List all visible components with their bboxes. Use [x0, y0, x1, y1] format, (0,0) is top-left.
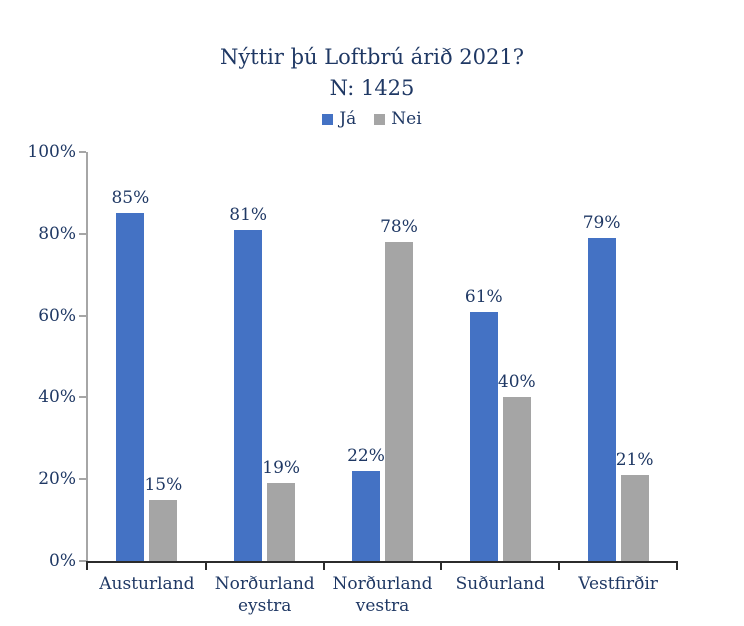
chart-subtitle: N: 1425	[329, 76, 415, 100]
bar-nei	[620, 475, 649, 561]
y-tick-label: 40%	[38, 387, 76, 408]
y-tick	[79, 560, 86, 562]
bar-nei	[149, 500, 178, 561]
bar-nei	[502, 397, 531, 561]
bar-value-label: 61%	[464, 287, 503, 307]
bar-já	[587, 238, 616, 561]
bar-nei	[267, 483, 296, 561]
plot-area: 0% 20% 40% 60% 80% 100% 85% 15% Austurland 81% 19%…	[27, 142, 678, 616]
bar-já	[469, 312, 498, 561]
bar-já	[234, 230, 263, 561]
bar-value-label: 78%	[380, 217, 418, 237]
y-tick	[79, 151, 86, 153]
legend-item: Nei	[374, 109, 422, 129]
y-tick-label: 80%	[38, 223, 76, 244]
y-tick	[79, 396, 86, 399]
bar-nei	[385, 242, 413, 561]
x-tick	[676, 561, 678, 570]
y-tick	[79, 478, 86, 481]
bar-já	[352, 471, 380, 561]
y-tick-label: 60%	[38, 305, 76, 326]
bar-value-label: 21%	[615, 450, 654, 470]
bar-value-label: 22%	[347, 446, 385, 466]
bar-value-label: 19%	[262, 458, 301, 478]
bar-já	[116, 213, 145, 561]
x-tick	[86, 561, 88, 570]
bar-value-label: 15%	[144, 475, 183, 495]
x-tick	[323, 561, 325, 570]
title-block: Nýttir þú Loftbrú árið 2021? N: 1425	[0, 42, 744, 104]
y-tick-label: 20%	[38, 469, 76, 490]
bar-value-label: 40%	[497, 372, 536, 392]
legend-item: Já	[322, 109, 356, 129]
y-axis-line	[86, 152, 88, 563]
legend: Já Nei	[0, 109, 744, 129]
y-tick	[79, 314, 86, 317]
x-category-label: Norðurland vestra	[332, 574, 433, 616]
legend-label: Já	[339, 109, 357, 129]
x-tick	[440, 561, 442, 570]
x-category-label: Norðurland eystra	[214, 574, 315, 616]
bar-value-label: 79%	[582, 213, 621, 233]
y-tick	[79, 232, 86, 235]
y-tick-label: 100%	[27, 142, 76, 162]
legend-swatch	[322, 113, 334, 125]
x-tick	[205, 561, 207, 570]
x-tick	[558, 561, 560, 570]
chart-title: Nýttir þú Loftbrú árið 2021?	[220, 45, 524, 69]
x-axis-line	[86, 561, 677, 563]
legend-swatch	[374, 113, 386, 125]
y-tick-label: 0%	[49, 551, 76, 571]
bar-value-label: 85%	[111, 188, 150, 208]
x-category-label: Vestfirðir	[578, 574, 658, 594]
x-category-label: Austurland	[99, 574, 195, 594]
legend-label: Nei	[391, 109, 422, 129]
bar-value-label: 81%	[229, 205, 268, 225]
x-category-label: Suðurland	[455, 574, 545, 594]
